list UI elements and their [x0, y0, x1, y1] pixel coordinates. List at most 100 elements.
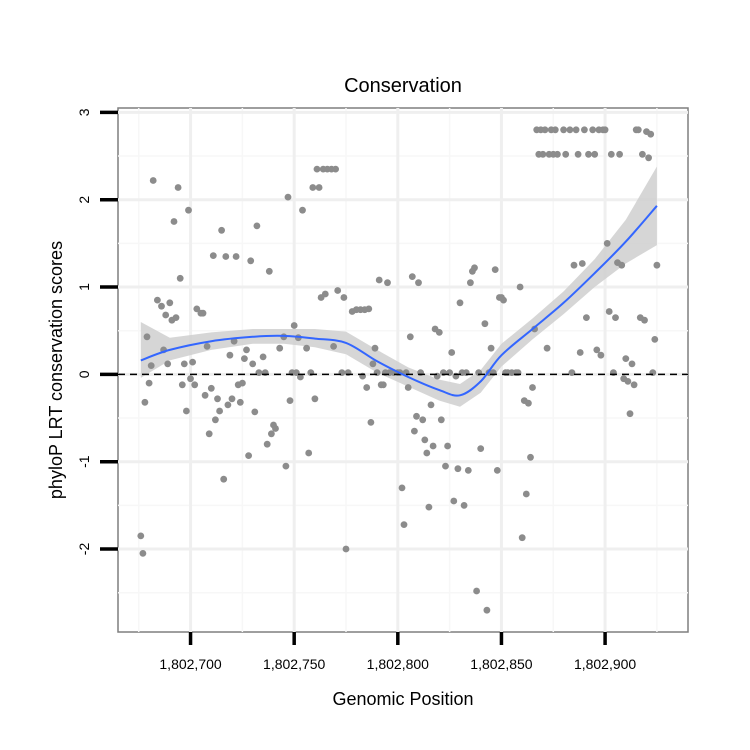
y-tick-label: -1 — [76, 455, 92, 468]
data-point — [653, 261, 661, 269]
data-point — [481, 320, 489, 328]
data-point — [551, 126, 559, 134]
data-point — [164, 360, 172, 368]
chart-title: Conservation — [344, 75, 462, 97]
data-point — [199, 309, 207, 317]
data-point — [259, 353, 267, 361]
data-point — [543, 344, 551, 352]
data-point — [421, 436, 429, 444]
data-point — [232, 253, 240, 260]
data-point — [290, 322, 298, 329]
data-point — [411, 427, 418, 435]
data-point — [315, 184, 323, 191]
smooth-line — [140, 205, 658, 397]
data-point — [618, 261, 626, 269]
data-point — [583, 314, 590, 321]
data-point — [379, 381, 387, 389]
x-tick-label: 1,802,700 — [159, 656, 221, 672]
data-point — [174, 184, 182, 191]
data-point — [187, 375, 194, 383]
data-point — [236, 398, 244, 406]
y-axis-title: phyloP LRT conservation scores — [46, 241, 66, 499]
data-point — [137, 532, 145, 540]
data-point — [560, 126, 567, 134]
data-point — [311, 395, 319, 403]
data-point — [209, 252, 217, 259]
data-point — [214, 395, 221, 403]
x-tick-label: 1,802,850 — [470, 656, 532, 672]
data-point — [305, 449, 313, 457]
data-point — [444, 442, 451, 450]
data-point — [435, 329, 443, 336]
data-point — [241, 355, 248, 362]
data-point — [471, 264, 478, 272]
data-point — [170, 218, 178, 225]
data-point — [500, 296, 507, 304]
data-point — [384, 279, 391, 287]
data-point — [626, 410, 634, 418]
data-point — [263, 440, 271, 448]
data-point — [243, 346, 250, 354]
data-point — [363, 384, 371, 391]
data-point — [191, 381, 199, 389]
data-point — [330, 343, 337, 350]
data-point — [282, 462, 290, 470]
data-point — [647, 130, 655, 138]
data-point — [154, 296, 161, 304]
data-point — [193, 305, 201, 313]
data-point — [268, 430, 275, 438]
data-point — [143, 333, 151, 341]
data-point — [593, 346, 601, 354]
data-point — [641, 316, 648, 324]
data-point — [203, 343, 211, 350]
data-point — [406, 333, 414, 341]
data-point — [539, 150, 547, 158]
data-point — [522, 490, 530, 498]
data-point — [448, 349, 456, 356]
data-point — [570, 261, 578, 269]
data-point — [189, 358, 197, 366]
data-point — [639, 150, 646, 158]
data-point — [630, 381, 638, 389]
data-point — [562, 150, 570, 158]
data-point — [454, 465, 462, 473]
data-point — [220, 475, 228, 483]
data-point — [321, 290, 329, 298]
data-point — [313, 165, 321, 173]
data-point — [616, 150, 623, 158]
data-point — [162, 311, 170, 319]
data-point — [578, 260, 586, 267]
x-axis: 1,802,700 1,802,750 1,802,800 1,802,850 1,80… — [159, 632, 636, 672]
data-point — [224, 401, 232, 409]
data-points — [137, 126, 661, 614]
data-point — [645, 154, 652, 162]
data-point — [201, 391, 209, 399]
data-point — [371, 344, 379, 352]
data-point — [158, 302, 165, 310]
data-point — [516, 283, 524, 291]
y-tick-label: 0 — [76, 370, 92, 378]
data-point — [185, 206, 192, 214]
data-point — [272, 425, 279, 432]
data-point — [369, 360, 377, 368]
data-point — [442, 462, 449, 470]
data-point — [245, 452, 253, 459]
data-point — [425, 503, 433, 511]
data-point — [309, 184, 317, 191]
data-point — [367, 419, 375, 426]
data-point — [607, 150, 615, 158]
data-point — [456, 299, 464, 307]
data-point — [212, 416, 219, 424]
data-point — [342, 545, 350, 553]
data-point — [518, 534, 526, 542]
data-point — [525, 399, 532, 407]
x-axis-title: Genomic Position — [332, 689, 473, 709]
data-point — [375, 276, 383, 284]
data-point — [651, 336, 659, 343]
data-point — [581, 126, 588, 134]
data-point — [145, 379, 153, 387]
data-point — [178, 381, 186, 389]
x-tick-label: 1,802,900 — [574, 656, 636, 672]
data-point — [576, 349, 584, 356]
data-point — [265, 267, 273, 275]
